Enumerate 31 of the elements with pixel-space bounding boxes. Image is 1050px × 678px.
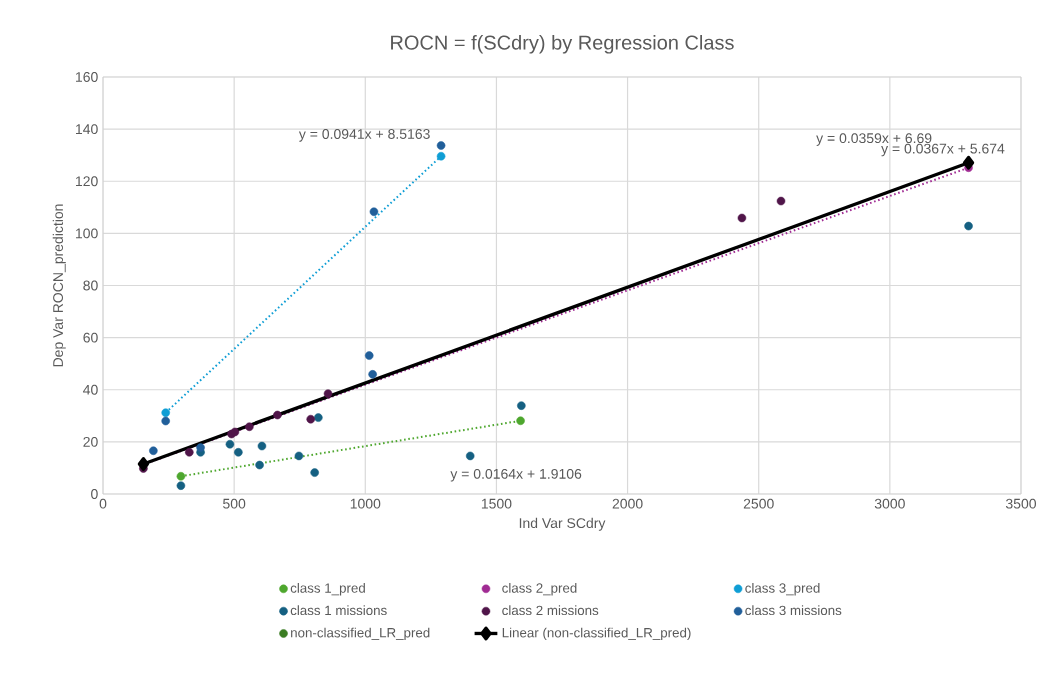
x-tick-label: 3500 [1005,498,1037,509]
y-tick-label: 120 [76,176,98,187]
y-tick-label: 20 [83,436,98,447]
y-tick-label: 0 [91,489,98,499]
annotation: y = 0.0164x + 1.9106 [450,468,582,482]
y-tick-label: 100 [76,228,98,239]
legend-label: class 2_pred [502,582,577,596]
legend-label: Linear (non-classified_LR_pred) [502,627,691,641]
legend-label: class 1_pred [290,582,365,596]
x-tick-label: 0 [99,498,107,509]
x-tick-label: 1000 [350,498,381,509]
y-tick-label: 60 [83,332,98,343]
x-tick-label: 1500 [481,498,512,509]
annotation: y = 0.0941x + 8.5163 [298,129,430,142]
x-axis-title: Ind Var SCdry [519,517,606,531]
annotation: y = 0.0367x + 5.674 [881,143,1005,157]
x-tick-label: 3000 [874,498,905,509]
legend-label: class 2 missions [502,605,599,616]
y-tick-label: 140 [76,124,98,135]
y-tick-label: 160 [76,72,98,82]
chart-title: ROCN = f(SCdry) by Regression Class [391,34,734,54]
legend-label: class 3_pred [745,582,820,596]
legend-label: class 1 missions [290,605,387,616]
y-tick-label: 40 [83,384,98,395]
legend-label: class 3 missions [745,605,842,616]
y-axis-title: Dep Var ROCN_prediction [52,204,66,367]
legend-label: non-classified_LR_pred [291,627,430,641]
y-tick-label: 80 [83,280,98,291]
x-tick-label: 2000 [612,498,643,509]
x-tick-label: 500 [223,498,246,509]
x-tick-label: 2500 [743,498,774,509]
